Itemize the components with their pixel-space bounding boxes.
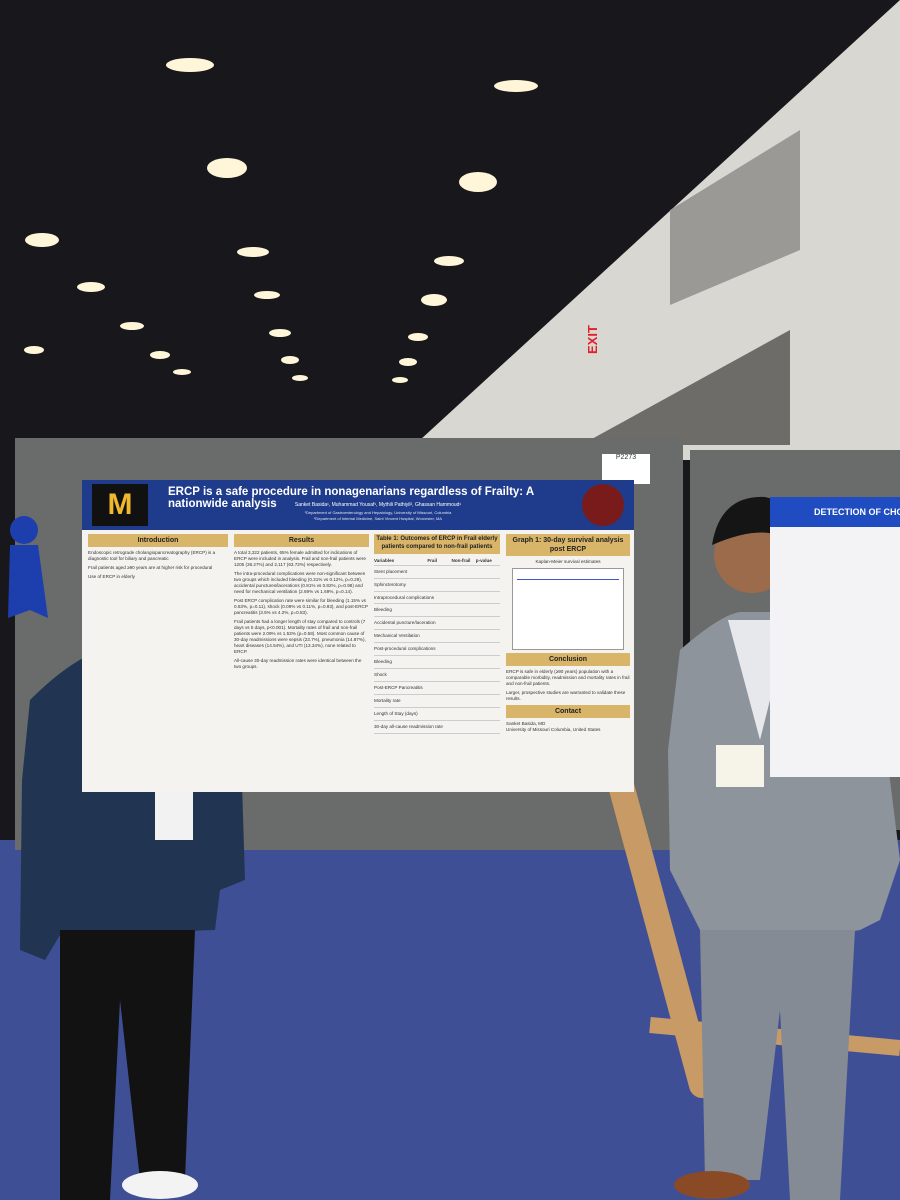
- contact-line: University of Missouri Columbia, United …: [506, 727, 601, 733]
- row-label: Shock: [374, 672, 387, 678]
- ribbon-tail: [8, 545, 48, 618]
- section-heading: Contact: [506, 705, 630, 719]
- contact-line: Sanket Basida, MD: [506, 721, 546, 727]
- table-row: Stent placement: [374, 566, 500, 579]
- row-label: 30-day all-cause readmission rate: [374, 724, 443, 730]
- logo: M: [92, 484, 148, 526]
- doorway: [590, 330, 790, 445]
- ribbon-rosette: [10, 516, 38, 544]
- row-label: Bleeding: [374, 607, 392, 613]
- person-left-trousers: [60, 930, 195, 1200]
- row-label: Bleeding: [374, 659, 392, 665]
- table-row: Post-procedural complications: [374, 643, 500, 657]
- bullet: A total 3,322 patients, 65% female admit…: [234, 550, 366, 568]
- table-row: Sphincterotomy: [374, 579, 500, 592]
- table-row: Bleeding: [374, 656, 500, 670]
- right-poster-title: DETECTION OF CHO: [770, 497, 900, 527]
- poster-affiliation: ¹Department of Gastroenterology and Hepa…: [304, 510, 452, 515]
- bullet: Larger, prospective studies are warrante…: [506, 690, 626, 702]
- graph-subtitle: Kaplan-Meier survival estimates: [535, 559, 601, 565]
- column-header: Variables: [374, 557, 395, 563]
- row-label: Post-ERCP Pancreatitis: [374, 685, 423, 691]
- poster-affiliation: ²Department of Internal Medicine, Saint …: [314, 516, 442, 521]
- row-label: Mechanical Ventilation: [374, 633, 420, 639]
- person-left-badge: [155, 785, 193, 840]
- table-row: 30-day all-cause readmission rate: [374, 721, 500, 735]
- section-heading: Graph 1: 30-day survival analysis post E…: [506, 534, 630, 557]
- graph-column: Graph 1: 30-day survival analysis post E…: [506, 534, 630, 733]
- row-label: Stent placement: [374, 568, 408, 574]
- bullet: All-cause 30-day readmission rates were …: [234, 657, 362, 669]
- section-heading: Introduction: [88, 534, 228, 548]
- column-header: Frail: [427, 557, 438, 563]
- table-row: Shock: [374, 669, 500, 683]
- wall-vent: [670, 130, 800, 305]
- poster: M ERCP is a safe procedure in nonagenari…: [82, 480, 634, 792]
- km-plot: [512, 568, 624, 651]
- person-left-shoe: [122, 1171, 198, 1199]
- ceiling-lights: [24, 58, 538, 383]
- table-row: Bleeding: [374, 604, 500, 618]
- table-row: Post-ERCP Pancreatitis: [374, 682, 500, 696]
- person-right-trousers: [700, 930, 855, 1200]
- row-label: Mortality rate: [374, 698, 401, 704]
- column-header: Non-frail: [451, 557, 471, 563]
- table-header: Variables Frail Non-frail p-value: [374, 557, 500, 566]
- table: Variables Frail Non-frail p-value Stent plac…: [374, 557, 500, 735]
- results-column: Results A total 3,322 patients, 65% fema…: [234, 534, 369, 673]
- table-row: Length of Stay (days): [374, 708, 500, 722]
- seal: [582, 484, 624, 526]
- right-poster: DETECTION OF CHO: [770, 497, 900, 777]
- introduction-column: Introduction Endoscopic retrograde chola…: [88, 534, 228, 583]
- bullet: Post ERCP complication rate were similar…: [234, 597, 368, 615]
- poster-title: ERCP is a safe procedure in nonagenarian…: [168, 486, 534, 510]
- table-row: Accidental puncture/laceration: [374, 617, 500, 631]
- bullet-list: ERCP is safe in elderly (≥90 years) popu…: [506, 669, 630, 702]
- person-right-badge: [716, 745, 764, 787]
- table-row: Mortality rate: [374, 695, 500, 709]
- table-row: Mechanical Ventilation: [374, 630, 500, 644]
- bullet: ERCP is safe in elderly (≥90 years) popu…: [506, 669, 630, 687]
- bullet: Endoscopic retrograde cholangiopancreato…: [88, 550, 216, 562]
- row-label: Intraprocedural complications: [374, 594, 435, 600]
- bullet-list: A total 3,322 patients, 65% female admit…: [234, 550, 369, 669]
- row-label: Sphincterotomy: [374, 581, 406, 587]
- bullet: Frail patients had a longer length of st…: [234, 618, 366, 654]
- column-header: p-value: [475, 557, 492, 563]
- km-curve: [517, 579, 619, 581]
- poster-number: P2273: [602, 454, 650, 484]
- person-right-shoe: [674, 1171, 750, 1199]
- poster-header: M ERCP is a safe procedure in nonagenari…: [82, 480, 634, 530]
- bullet: The intra-procedural complications were …: [234, 571, 366, 594]
- row-label: Post-procedural complications: [374, 646, 436, 652]
- table-row: Intraprocedural complications: [374, 592, 500, 605]
- section-heading: Results: [234, 534, 369, 548]
- table-column: Table 1: Outcomes of ERCP in Frail elder…: [374, 534, 500, 735]
- bullet: Use of ERCP in elderly: [88, 574, 135, 579]
- exit-sign: EXIT: [585, 325, 600, 354]
- row-label: Accidental puncture/laceration: [374, 620, 436, 626]
- bullet: Frail patients aged ≥90 years are at hig…: [88, 565, 213, 571]
- row-label: Length of Stay (days): [374, 711, 418, 717]
- section-heading: Conclusion: [506, 653, 630, 667]
- poster-authors: Sanket Basida¹, Muhammad Yousaf¹, Mythil…: [294, 502, 462, 508]
- bullet-list: Endoscopic retrograde cholangiopancreato…: [88, 550, 228, 580]
- section-heading: Table 1: Outcomes of ERCP in Frail elder…: [374, 534, 500, 554]
